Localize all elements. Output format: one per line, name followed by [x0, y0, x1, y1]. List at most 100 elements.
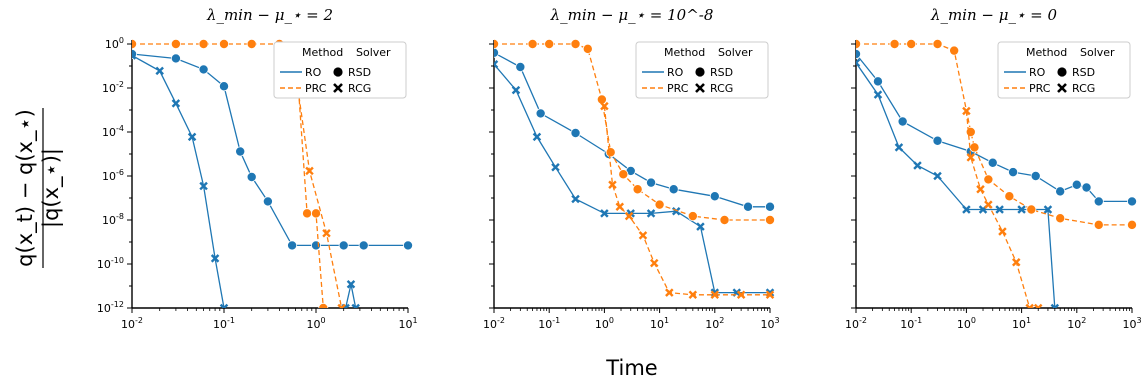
- data-point-rsd: [287, 240, 298, 251]
- data-point-rsd: [1026, 204, 1037, 215]
- data-point-rcg: [646, 209, 656, 218]
- data-point-rcg: [984, 200, 993, 209]
- data-point-rsd: [765, 214, 776, 225]
- x-tick-label: 103: [1122, 316, 1141, 331]
- data-point-rcg: [962, 106, 971, 116]
- data-point-rsd: [170, 39, 181, 50]
- data-point-rcg: [650, 258, 659, 268]
- data-point-rsd: [582, 43, 593, 54]
- chart-title: λ_min − μ_⋆ = 10^-8: [550, 6, 714, 24]
- data-point-rsd: [856, 49, 861, 60]
- data-point-rcg: [351, 303, 360, 308]
- data-point-rsd: [618, 169, 629, 180]
- data-point-rcg: [1043, 205, 1053, 214]
- series-line-prc-rcg: [294, 72, 343, 308]
- legend-rcg-marker: [695, 83, 705, 93]
- x-tick-label: 103: [760, 316, 779, 331]
- data-point-rcg: [665, 288, 674, 297]
- legend-solver-header: Solver: [1080, 46, 1115, 59]
- data-point-rcg: [696, 222, 705, 231]
- data-point-rsd: [235, 146, 246, 157]
- data-point-rsd: [198, 39, 209, 50]
- data-point-rsd: [654, 199, 665, 210]
- data-point-rsd: [318, 303, 329, 308]
- data-point-rsd: [969, 142, 980, 153]
- y-tick-label: 10-6: [102, 168, 124, 183]
- series-line-ro-rcg: [344, 284, 357, 308]
- data-point-rsd: [527, 39, 538, 50]
- data-point-rcg: [765, 290, 775, 300]
- series-line-ro-rcg: [856, 62, 1056, 308]
- series-group: [856, 39, 1138, 308]
- data-point-rcg: [624, 211, 634, 221]
- data-point-rsd: [218, 39, 229, 50]
- data-point-rsd: [949, 45, 960, 56]
- legend-method-header: Method: [664, 46, 705, 59]
- data-point-rcg: [998, 227, 1007, 236]
- legend-rsd-label: RSD: [348, 66, 371, 79]
- data-point-rsd: [1008, 167, 1019, 178]
- chart-panel-1: λ_min − μ_⋆ = 2 10-12 10-10 10-8 10-6 10-4 10-…: [97, 6, 418, 331]
- data-point-rcg: [976, 184, 985, 194]
- legend-prc-label: PRC: [667, 82, 689, 95]
- legend-rcg-marker: [1057, 83, 1067, 93]
- data-point-rsd: [932, 39, 943, 50]
- data-point-rcg: [155, 66, 164, 76]
- x-tick-label: 101: [1012, 316, 1031, 331]
- legend-rsd-label: RSD: [710, 66, 733, 79]
- y-tick-label: 10-12: [97, 300, 124, 315]
- data-point-rsd: [535, 108, 546, 119]
- x-tick-label: 102: [705, 316, 724, 331]
- y-tick-label: 10-2: [102, 80, 124, 95]
- x-tick-label: 10-1: [900, 316, 922, 331]
- data-point-rsd: [1093, 196, 1104, 207]
- data-point-rcg: [710, 290, 720, 300]
- x-tick-label: 100: [957, 316, 976, 331]
- chart-panel-3: λ_min − μ_⋆ = 0 10-2 10-1 100 101 102 103 Metho…: [845, 6, 1142, 331]
- data-point-rcg: [494, 60, 499, 69]
- data-point-rsd: [262, 196, 273, 207]
- data-point-rcg: [322, 228, 331, 238]
- chart-panel-2: λ_min − μ_⋆ = 10^-8 10-2 10-1 100 101 102 103 M…: [483, 6, 780, 331]
- data-point-rsd: [338, 240, 349, 251]
- data-point-rsd: [310, 240, 321, 251]
- x-tick-label: 102: [1067, 316, 1086, 331]
- legend-rcg-label: RCG: [348, 82, 371, 95]
- legend-solver-header: Solver: [356, 46, 391, 59]
- data-point-rcg: [346, 280, 356, 289]
- x-tick-label: 10-2: [845, 316, 867, 331]
- data-point-rsd: [570, 39, 581, 50]
- data-point-rsd: [1127, 196, 1138, 207]
- data-point-rsd: [544, 39, 555, 50]
- x-tick-label: 10-2: [483, 316, 505, 331]
- legend-rcg-label: RCG: [1072, 82, 1095, 95]
- data-point-rsd: [1081, 182, 1092, 193]
- data-point-rcg: [219, 303, 229, 308]
- data-point-rsd: [1093, 219, 1104, 230]
- data-point-rcg: [511, 85, 521, 95]
- data-point-rsd: [646, 177, 657, 188]
- data-point-rsd: [170, 53, 181, 64]
- series-line-prc-rcg: [965, 110, 1039, 308]
- data-point-rsd: [1030, 170, 1041, 181]
- data-point-rcg: [933, 171, 942, 181]
- data-point-rcg: [551, 162, 560, 172]
- data-point-rcg: [571, 194, 580, 204]
- legend-ro-label: RO: [305, 66, 322, 79]
- legend-ro-label: RO: [667, 66, 684, 79]
- data-point-rsd: [668, 184, 679, 195]
- data-point-rcg: [913, 161, 922, 170]
- legend-method-header: Method: [1026, 46, 1067, 59]
- chart-title: λ_min − μ_⋆ = 0: [930, 6, 1058, 24]
- data-point-rcg: [210, 254, 220, 263]
- data-point-rcg: [1025, 303, 1034, 308]
- x-tick-label: 101: [650, 316, 669, 331]
- data-point-rsd: [632, 184, 643, 195]
- chart-title: λ_min − μ_⋆ = 2: [206, 6, 333, 24]
- legend-rsd-marker: [695, 67, 705, 77]
- y-tick-label: 100: [105, 36, 124, 51]
- legend-rcg-marker: [333, 83, 343, 93]
- data-point-rsd: [765, 201, 776, 212]
- data-point-rsd: [494, 39, 499, 49]
